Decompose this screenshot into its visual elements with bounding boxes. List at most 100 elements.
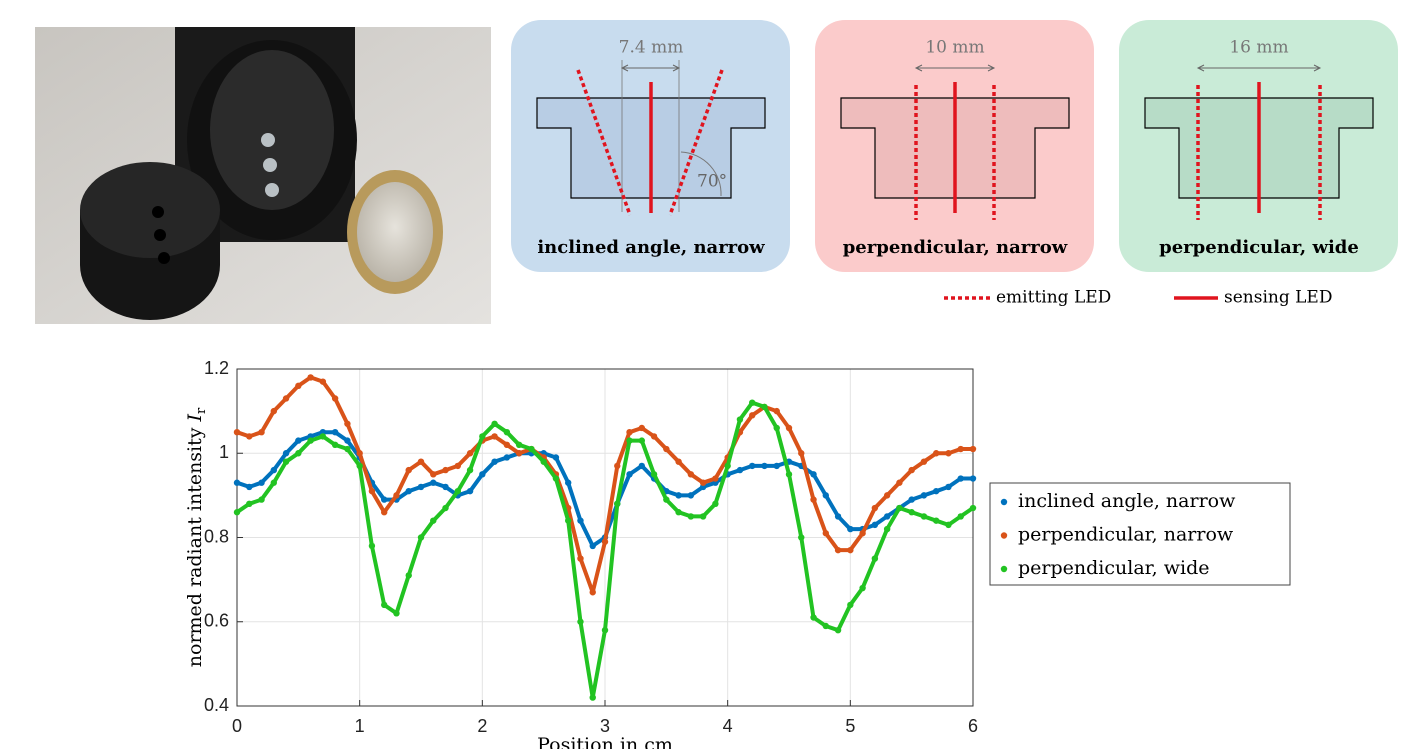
data-point — [295, 450, 301, 456]
data-point — [921, 458, 927, 464]
data-point — [749, 463, 755, 469]
data-point — [761, 463, 767, 469]
data-point — [859, 530, 865, 536]
data-point — [246, 433, 252, 439]
data-point — [663, 496, 669, 502]
angle-label: 70° — [697, 172, 727, 192]
data-point — [945, 522, 951, 528]
data-point — [712, 475, 718, 481]
data-point — [406, 467, 412, 473]
data-point — [626, 437, 632, 443]
data-point — [884, 513, 890, 519]
diagram: 16 mm perpendicular, wide — [1119, 20, 1398, 272]
diagram-caption: perpendicular, wide — [1159, 237, 1359, 258]
data-point — [749, 400, 755, 406]
data-point — [921, 492, 927, 498]
data-point — [835, 513, 841, 519]
data-point — [344, 421, 350, 427]
data-point — [823, 530, 829, 536]
data-point — [651, 433, 657, 439]
data-point — [614, 463, 620, 469]
data-point — [786, 471, 792, 477]
legend-marker — [1001, 532, 1007, 538]
data-point — [504, 442, 510, 448]
data-point — [945, 450, 951, 456]
data-point — [381, 509, 387, 515]
data-point — [430, 517, 436, 523]
data-point — [859, 585, 865, 591]
data-point — [307, 374, 313, 380]
data-point — [675, 509, 681, 515]
data-point — [970, 505, 976, 511]
data-point — [810, 496, 816, 502]
data-point — [774, 463, 780, 469]
data-point — [540, 458, 546, 464]
data-point — [479, 471, 485, 477]
data-point — [479, 433, 485, 439]
data-point — [430, 471, 436, 477]
data-point — [663, 446, 669, 452]
data-point — [406, 488, 412, 494]
diagram-caption: perpendicular, narrow — [843, 237, 1068, 258]
data-point — [921, 513, 927, 519]
data-point — [577, 517, 583, 523]
data-point — [749, 412, 755, 418]
data-point — [602, 539, 608, 545]
data-point — [491, 433, 497, 439]
data-point — [516, 450, 522, 456]
data-point — [356, 450, 362, 456]
data-point — [626, 471, 632, 477]
data-point — [970, 446, 976, 452]
data-point — [283, 450, 289, 456]
data-point — [258, 429, 264, 435]
data-point — [467, 467, 473, 473]
legend-label: inclined angle, narrow — [1018, 490, 1236, 512]
data-point — [442, 484, 448, 490]
dimension-label: 16 mm — [1229, 38, 1288, 58]
data-point — [307, 437, 313, 443]
data-point — [970, 475, 976, 481]
data-point — [872, 505, 878, 511]
data-point — [553, 475, 559, 481]
data-point — [283, 458, 289, 464]
data-point — [271, 408, 277, 414]
data-point — [442, 467, 448, 473]
data-point — [700, 480, 706, 486]
data-point — [455, 488, 461, 494]
data-point — [639, 425, 645, 431]
data-point — [737, 467, 743, 473]
dimension-label: 7.4 mm — [619, 38, 684, 58]
data-point — [675, 492, 681, 498]
legend-label: perpendicular, wide — [1018, 557, 1209, 579]
data-point — [234, 480, 240, 486]
data-point — [467, 450, 473, 456]
data-point — [504, 429, 510, 435]
legend-marker — [1001, 499, 1007, 505]
data-point — [381, 496, 387, 502]
data-point — [320, 378, 326, 384]
data-point — [639, 463, 645, 469]
data-point — [271, 480, 277, 486]
y-tick-label: 0.4 — [204, 695, 229, 715]
data-point — [847, 602, 853, 608]
data-point — [393, 610, 399, 616]
data-point — [577, 555, 583, 561]
data-point — [896, 505, 902, 511]
legend-marker — [1001, 566, 1007, 572]
y-axis-label-subscript: r — [194, 407, 209, 414]
data-point — [847, 547, 853, 553]
data-point — [675, 458, 681, 464]
data-point — [344, 437, 350, 443]
data-point — [933, 488, 939, 494]
data-point — [933, 450, 939, 456]
data-point — [700, 513, 706, 519]
data-point — [614, 501, 620, 507]
data-point — [847, 526, 853, 532]
data-point — [295, 383, 301, 389]
data-point — [491, 421, 497, 427]
data-point — [258, 480, 264, 486]
x-tick-label: 0 — [232, 716, 242, 736]
data-point — [737, 416, 743, 422]
data-point — [491, 458, 497, 464]
data-point — [884, 492, 890, 498]
